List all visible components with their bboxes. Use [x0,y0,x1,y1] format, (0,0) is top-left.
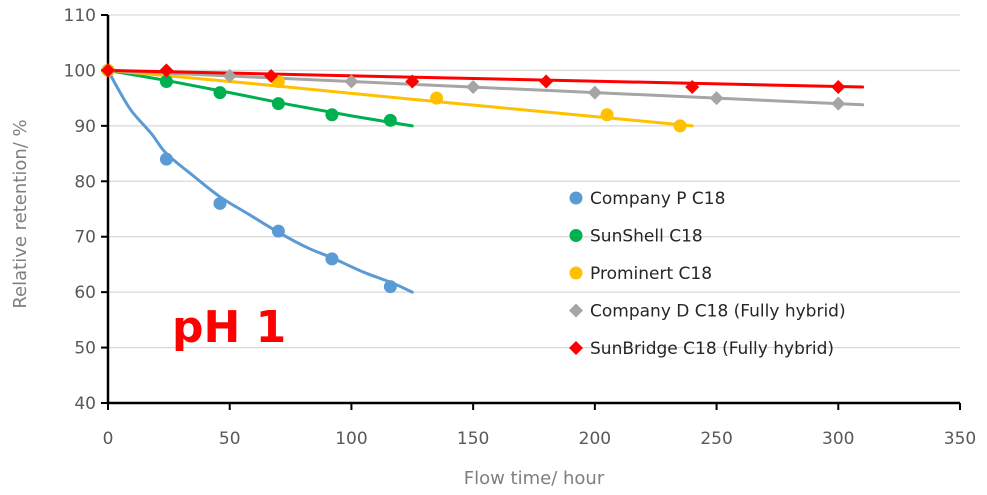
x-tick-label: 300 [822,429,854,449]
legend: Company P C18 SunShell C18 Prominert C18 Co… [569,189,846,359]
y-tick-label: 80 [74,172,96,192]
company-d-c18-point [466,80,481,95]
legend-marker-sunshell-c18 [569,229,583,242]
sunbridge-c18-point [831,80,846,95]
company-p-c18-point [383,280,397,294]
legend-marker-sunbridge-c18 [569,341,583,355]
company-d-c18-point [344,74,359,89]
x-tick-label: 350 [944,429,976,449]
company-p-c18-point [325,252,339,266]
y-tick-label: 50 [74,339,96,359]
x-tick-label: 150 [457,429,489,449]
sunbridge-c18-point [685,80,700,95]
grid-lines [108,14,960,349]
axes [101,14,961,410]
company-d-c18-point [587,85,602,100]
company-d-c18-point [222,68,237,83]
sunbridge-c18-trend-line [106,68,865,89]
data-markers [101,63,846,294]
company-p-c18-trend-line [106,68,414,294]
company-p-c18-point [271,224,285,238]
x-tick-label: 200 [579,429,611,449]
legend-label-company-d-c18: Company D C18 (Fully hybrid) [590,302,846,322]
x-tick-label: 100 [335,429,367,449]
y-tick-label: 70 [74,228,96,248]
sunbridge-c18-point [539,74,554,89]
legend-label-company-p-c18: Company P C18 [590,189,725,209]
y-tick-label: 100 [64,61,96,81]
company-p-c18-point [159,152,173,166]
y-tick-label: 60 [74,283,96,303]
x-tick-label: 250 [700,429,732,449]
prominert-c18-point [600,108,614,122]
sunshell-c18-point [325,108,339,122]
sunbridge-c18-point [264,68,279,83]
sunshell-c18-point [383,113,397,127]
y-tick-label: 90 [74,117,96,137]
x-axis-title: Flow time/ hour [464,468,605,489]
prominert-c18-point [430,91,444,105]
x-tick-label: 50 [219,429,241,449]
prominert-c18-trend-line [106,68,694,128]
sunbridge-c18-point [159,63,174,78]
sunshell-c18-point [213,86,227,100]
sunshell-c18-point [159,75,173,89]
legend-label-prominert-c18: Prominert C18 [590,264,712,284]
company-d-c18-point [831,96,846,111]
company-d-c18-point [709,91,724,106]
legend-marker-company-p-c18 [569,191,583,205]
tick-labels: 40 50 60 70 80 90 100 110 0 50 100 150 200 250 300 350 [64,6,977,449]
sunbridge-c18-point [405,74,420,89]
y-tick-label: 110 [64,6,96,26]
company-p-c18-point [213,196,227,210]
legend-label-sunshell-c18: SunShell C18 [590,227,703,247]
legend-label-sunbridge-c18: SunBridge C18 (Fully hybrid) [590,339,834,359]
sunbridge-c18-point [101,63,115,78]
legend-marker-prominert-c18 [569,266,583,280]
x-tick-label: 0 [103,429,114,449]
ph-annotation: pH 1 [172,302,286,353]
sunshell-c18-point [271,97,285,111]
y-axis-title: Relative retention/ % [10,119,31,308]
legend-marker-company-d-c18 [569,303,583,318]
y-tick-label: 40 [74,394,96,414]
prominert-c18-point [673,119,687,133]
